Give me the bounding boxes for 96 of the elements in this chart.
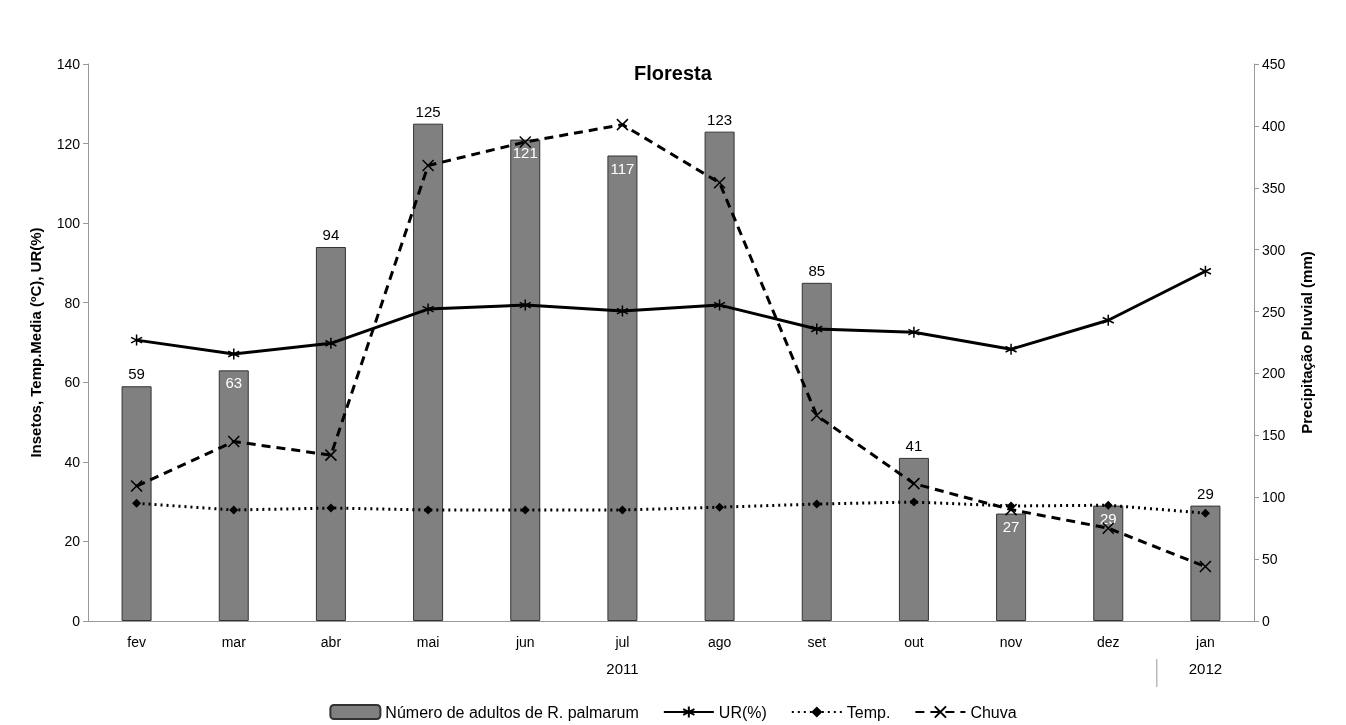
x-tick-label: out — [904, 634, 924, 650]
data-label: 85 — [808, 261, 826, 279]
data-label: 94 — [322, 226, 340, 244]
point — [1102, 313, 1115, 327]
y2-tick-label: 100 — [1262, 489, 1286, 506]
bar — [704, 131, 735, 621]
y-tick-label: 140 — [56, 56, 81, 72]
legend-label: Chuva — [970, 703, 1017, 721]
bar — [607, 155, 638, 621]
y2-tick-label: 0 — [1262, 613, 1270, 629]
point — [519, 298, 532, 312]
y2-tick-label: 250 — [1262, 303, 1286, 320]
x-tick-label: abr — [320, 634, 342, 650]
point — [617, 505, 627, 515]
x-tick-label: dez — [1096, 634, 1120, 650]
bar — [996, 513, 1027, 621]
data-label: 125 — [415, 102, 441, 120]
bar — [1093, 505, 1124, 621]
x-tick-label: set — [807, 634, 827, 650]
x-tick-label: mai — [416, 634, 440, 650]
x-tick-label: ago — [707, 634, 732, 650]
point — [421, 159, 435, 172]
text: 2012 — [1188, 660, 1223, 677]
bar — [898, 457, 929, 621]
bar — [315, 247, 346, 621]
y-tick-label: 120 — [56, 135, 81, 152]
point — [227, 347, 240, 361]
y2-axis-title: Precipitação Pluvial (mm) — [1298, 251, 1315, 434]
data-label: 117 — [610, 159, 635, 177]
x-tick-label: jan — [1195, 634, 1215, 650]
point — [909, 497, 919, 507]
point — [423, 505, 433, 515]
y-tick-label: 100 — [56, 215, 81, 232]
y-tick-label: 20 — [64, 533, 81, 550]
x-tick-label: jun — [514, 634, 535, 650]
bar — [121, 386, 152, 621]
y2-tick-label: 400 — [1262, 117, 1286, 134]
y2-tick-label: 300 — [1262, 241, 1286, 258]
point — [130, 333, 143, 347]
point — [713, 298, 726, 312]
point — [810, 409, 823, 422]
data-label: 27 — [1002, 517, 1020, 535]
y-tick-label: 60 — [64, 374, 81, 391]
legend-label: UR(%) — [718, 703, 767, 721]
point — [421, 302, 435, 316]
point — [1103, 500, 1113, 510]
point — [1004, 343, 1018, 356]
bar — [801, 282, 832, 621]
point — [810, 322, 823, 336]
point — [326, 503, 336, 513]
bar — [510, 139, 541, 621]
y-tick-label: 40 — [64, 453, 81, 470]
point — [1200, 508, 1210, 518]
data-label: 41 — [905, 436, 923, 454]
point — [227, 435, 240, 448]
y-tick-label: 80 — [64, 294, 81, 311]
point — [1004, 503, 1018, 516]
x-tick-label: jul — [614, 634, 630, 650]
point — [1199, 265, 1212, 278]
data-label: 63 — [225, 374, 243, 392]
point — [907, 325, 921, 339]
point — [715, 502, 725, 512]
point — [616, 118, 629, 131]
y-axis-title: Insetos, Temp.Media (ºC), UR(%) — [27, 227, 44, 458]
chart-title: Floresta — [634, 62, 713, 84]
data-label: 121 — [512, 143, 538, 161]
point — [130, 479, 143, 493]
bar — [218, 370, 249, 621]
bar — [1190, 505, 1221, 621]
point — [812, 499, 822, 509]
point — [519, 135, 532, 149]
legend-label: Temp. — [846, 703, 891, 721]
point — [324, 448, 338, 462]
point — [132, 498, 142, 508]
data-label: 59 — [128, 365, 145, 383]
x-tick-label: mar — [221, 634, 247, 650]
point — [713, 176, 726, 190]
y2-tick-label: 450 — [1262, 56, 1286, 72]
legend-label: Número de adultos de R. palmarum — [385, 703, 639, 721]
text: 2011 — [606, 660, 639, 677]
point — [1199, 560, 1212, 573]
y2-tick-label: 200 — [1262, 365, 1286, 382]
x-tick-label: nov — [999, 634, 1023, 650]
x-tick-label: fev — [127, 634, 146, 650]
data-label: 123 — [707, 110, 733, 128]
data-label: 29 — [1099, 509, 1117, 527]
y2-tick-label: 50 — [1262, 551, 1278, 568]
bar — [413, 123, 444, 621]
y2-tick-label: 150 — [1262, 427, 1286, 444]
y2-tick-label: 350 — [1262, 179, 1286, 196]
point — [324, 337, 338, 350]
point — [229, 505, 239, 515]
point — [907, 477, 921, 490]
y-tick-label: 0 — [72, 613, 81, 629]
point — [616, 304, 629, 318]
data-label: 29 — [1197, 484, 1214, 502]
